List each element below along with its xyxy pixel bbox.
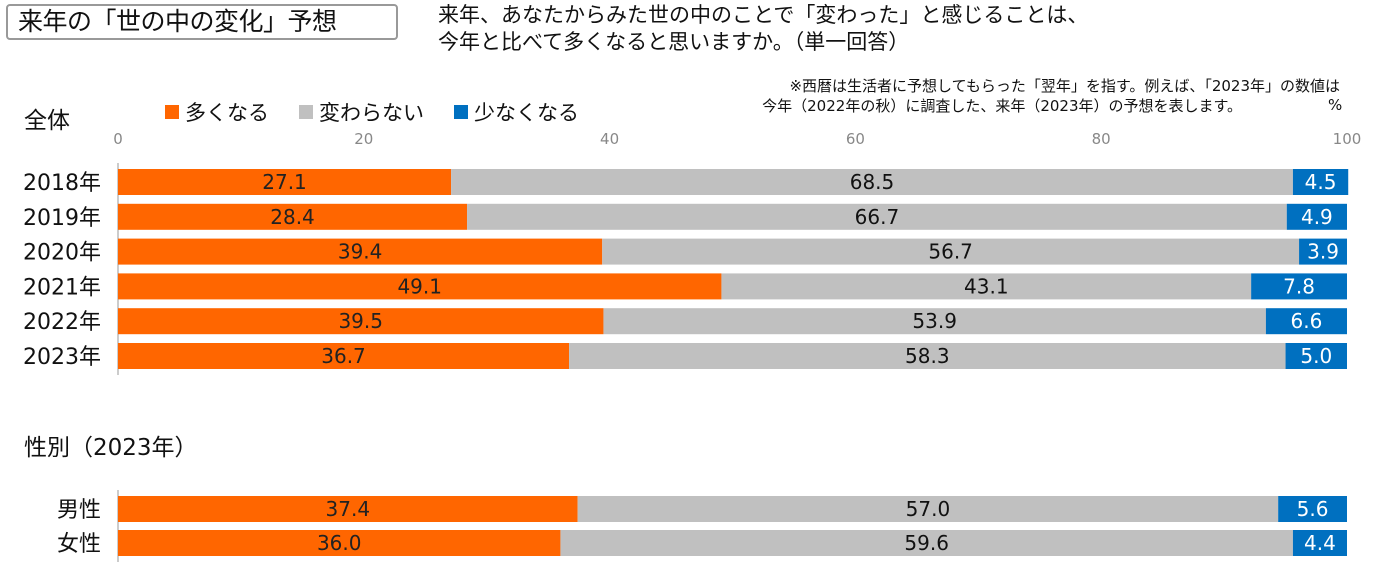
footnote: ※西暦は生活者に予想してもらった「翌年」を指す。例えば、「2023年」の数値は … [660,76,1340,116]
question-line-2: 今年と比べて多くなると思いますか。（単一回答） [438,30,910,54]
gender-bar-same-1 [560,530,1293,556]
section-title-overall: 全体 [24,108,70,134]
legend: 多くなる 変わらない 少なくなる [165,97,579,127]
overall-bar-same-4 [603,308,1266,335]
gender-bar-less-0 [1278,496,1347,522]
legend-label-more: 多くなる [185,101,269,125]
overall-bar-less-0 [1292,169,1349,195]
overall-data-label-more-1: 28.4 [270,205,315,229]
x-tick-label-100: 100 [1333,130,1362,148]
gender-data-label-same-0: 57.0 [906,497,951,521]
overall-data-label-less-4: 6.6 [1291,309,1323,333]
overall-data-label-same-4: 53.9 [912,309,957,333]
overall-category-label-2: 2020年 [23,241,101,266]
overall-data-label-more-5: 36.7 [321,344,366,368]
legend-item-more: 多くなる [165,97,269,127]
gender-data-label-same-1: 59.6 [904,531,949,555]
overall-bar-less-3 [1251,273,1347,300]
overall-data-label-more-2: 39.4 [338,240,383,264]
overall-bar-more-1 [118,203,468,230]
overall-bar-less-2 [1299,238,1347,265]
overall-data-label-same-3: 43.1 [964,274,1009,298]
overall-bar-more-2 [118,238,603,265]
overall-bar-same-5 [569,343,1286,369]
overall-data-label-same-5: 58.3 [905,344,950,368]
overall-category-label-5: 2023年 [23,345,101,370]
gender-bar-more-0 [118,496,578,522]
gender-category-label-1: 女性 [57,532,101,557]
gender-data-label-more-0: 37.4 [326,497,371,521]
survey-question: 来年、あなたからみた世の中のことで「変わった」と感じることは、 今年と比べて多く… [438,2,1088,56]
x-tick-label-80: 80 [1092,130,1111,148]
overall-data-label-less-2: 3.9 [1307,240,1339,264]
overall-bar-more-3 [118,273,722,300]
x-tick-label-60: 60 [846,130,865,148]
overall-data-label-more-3: 49.1 [397,274,442,298]
overall-data-label-same-2: 56.7 [928,240,973,264]
overall-bar-same-3 [721,273,1252,300]
overall-data-label-less-3: 7.8 [1283,274,1315,298]
legend-label-same: 変わらない [319,101,424,125]
legend-item-less: 少なくなる [454,97,579,127]
percent-unit-label: % [1328,96,1343,114]
overall-category-label-3: 2021年 [23,275,101,300]
gender-bar-more-1 [118,530,561,556]
x-tick-label-20: 20 [354,130,373,148]
overall-category-label-4: 2022年 [23,310,101,335]
chart-title: 来年の「世の中の変化」予想 [6,4,398,40]
overall-bar-less-5 [1285,343,1347,369]
gender-data-label-more-1: 36.0 [317,531,362,555]
overall-bar-same-0 [451,169,1293,195]
overall-data-label-same-1: 66.7 [855,205,900,229]
overall-bar-more-4 [118,308,604,335]
legend-swatch-less [454,105,468,119]
footnote-line-2: 今年（2022年の秋）に調査した、来年（2023年）の予想を表します。 [762,97,1242,115]
legend-swatch-same [299,105,313,119]
overall-data-label-more-4: 39.5 [338,309,383,333]
legend-swatch-more [165,105,179,119]
overall-bar-more-0 [118,169,452,195]
overall-bar-same-1 [467,203,1287,230]
legend-item-same: 変わらない [299,97,424,127]
overall-bar-less-4 [1265,308,1347,335]
overall-data-label-same-0: 68.5 [850,170,895,194]
gender-data-label-less-1: 4.4 [1304,531,1336,555]
overall-data-label-less-0: 4.5 [1305,170,1337,194]
x-tick-label-0: 0 [113,130,123,148]
x-tick-label-40: 40 [600,130,619,148]
footnote-line-1: ※西暦は生活者に予想してもらった「翌年」を指す。例えば、「2023年」の数値は [789,77,1340,95]
overall-data-label-less-1: 4.9 [1301,205,1333,229]
overall-bar-more-5 [118,343,570,369]
overall-bar-same-2 [602,238,1300,265]
gender-data-label-less-0: 5.6 [1297,497,1329,521]
overall-category-label-0: 2018年 [23,171,101,196]
gender-bar-same-0 [577,496,1279,522]
overall-bar-less-1 [1286,203,1347,230]
section-title-gender: 性別（2023年） [24,435,198,461]
question-line-1: 来年、あなたからみた世の中のことで「変わった」と感じることは、 [438,3,1089,27]
overall-data-label-less-5: 5.0 [1300,344,1332,368]
overall-category-label-1: 2019年 [23,206,101,231]
overall-data-label-more-0: 27.1 [262,170,307,194]
gender-bar-less-1 [1292,530,1347,556]
gender-category-label-0: 男性 [57,498,101,523]
legend-label-less: 少なくなる [474,101,579,125]
